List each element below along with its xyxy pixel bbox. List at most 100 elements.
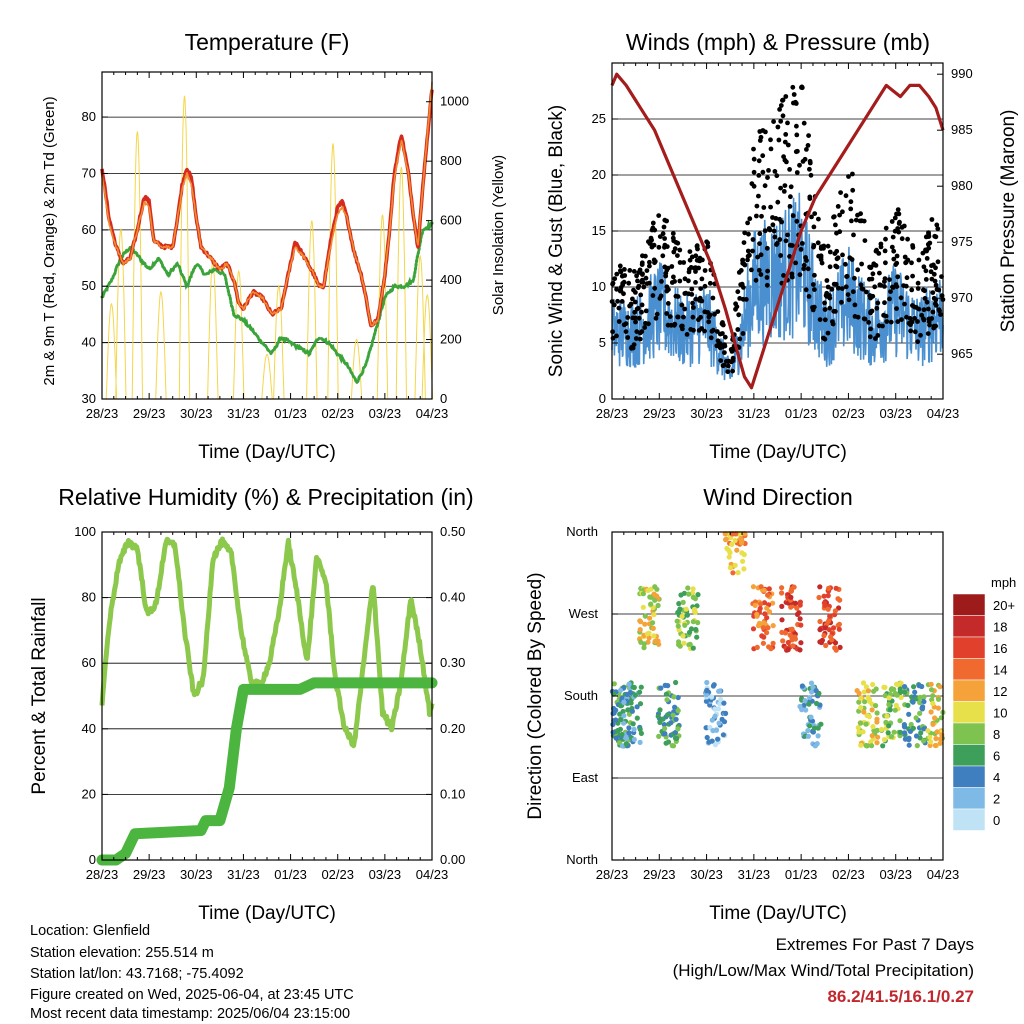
direction-point [889, 686, 895, 692]
humidity-x-axis-label: Time (Day/UTC) [198, 903, 336, 924]
solar-insolation-trace [414, 254, 426, 400]
direction-point [618, 717, 624, 723]
direction-point [886, 695, 892, 701]
gust-point [894, 260, 900, 266]
solar-insolation-trace [273, 284, 285, 400]
colorbar-label: 6 [993, 748, 1000, 763]
gust-point [638, 292, 644, 298]
x-tick-label: 31/23 [227, 406, 260, 421]
solar-insolation-trace [207, 260, 219, 400]
direction-point [766, 586, 772, 592]
gust-point [736, 312, 742, 318]
gust-point [927, 240, 933, 246]
gust-point [846, 297, 852, 303]
direction-point [826, 585, 832, 592]
precipitation-line [96, 677, 438, 866]
gust-point [848, 206, 854, 212]
direction-point [817, 627, 823, 633]
direction-point [652, 638, 658, 644]
direction-point [741, 552, 747, 558]
gust-point [684, 332, 690, 337]
direction-point [686, 591, 692, 597]
gust-point [644, 268, 650, 273]
gust-point [627, 268, 633, 273]
gust-point [730, 368, 735, 374]
direction-point [620, 708, 626, 715]
direction-point [779, 617, 785, 623]
direction-point [817, 639, 823, 645]
winds-panel-title: Winds (mph) & Pressure (mb) [626, 29, 930, 55]
gust-point [677, 278, 683, 284]
x-tick-label: 04/23 [416, 406, 449, 421]
colorbar-label: 16 [993, 641, 1007, 656]
gust-point [827, 264, 833, 270]
direction-point [662, 682, 668, 689]
direction-point [637, 627, 643, 633]
gust-point [630, 296, 635, 302]
gust-point [931, 271, 937, 277]
gust-point [766, 168, 771, 173]
y-tick-label: 0 [89, 852, 96, 867]
direction-point [934, 729, 940, 735]
gust-point [664, 311, 670, 316]
direction-point [626, 725, 632, 731]
y2-tick-label: 0.10 [440, 786, 465, 801]
gust-point [845, 292, 851, 297]
x-tick-label: 02/23 [321, 406, 354, 421]
direction-point [902, 730, 908, 736]
direction-point [761, 634, 767, 640]
gust-point [662, 217, 668, 223]
direction-point [760, 625, 766, 631]
gust-point [793, 149, 799, 155]
extremes-title: Extremes For Past 7 Days [775, 935, 974, 954]
gust-point [788, 194, 793, 200]
gust-point [760, 153, 766, 159]
gust-point [838, 190, 843, 196]
y-tick-label: 40 [82, 721, 96, 736]
gust-point [843, 284, 849, 290]
x-tick-label: 29/23 [643, 867, 676, 882]
gust-point [649, 237, 654, 243]
gust-point [687, 249, 693, 255]
direction-point [645, 587, 651, 594]
direction-point [621, 699, 627, 705]
gust-point [850, 171, 855, 177]
gust-point [628, 301, 634, 307]
direction-point [825, 618, 832, 624]
direction-point [836, 621, 843, 627]
direction-point [854, 688, 860, 694]
direction-point [933, 736, 939, 742]
direction-point [920, 738, 927, 744]
gust-point [616, 319, 622, 324]
direction-point [715, 736, 721, 742]
y-tick-label: 10 [592, 279, 606, 294]
gust-point [935, 259, 941, 265]
gust-point [890, 285, 896, 290]
winds-x-axis-label: Time (Day/UTC) [709, 442, 847, 463]
direction-point [709, 694, 715, 700]
direction-point [630, 684, 636, 690]
y2-tick-label: 600 [440, 213, 462, 228]
x-tick-label: 03/23 [369, 867, 402, 882]
x-tick-label: 01/23 [785, 867, 818, 882]
gust-point [907, 316, 913, 321]
direction-point [651, 633, 657, 639]
gust-point [931, 295, 937, 301]
gust-point [737, 336, 743, 342]
direction-point [675, 623, 681, 629]
direction-point [755, 623, 762, 629]
direction-point [642, 621, 648, 627]
direction-point [816, 594, 822, 601]
gust-point [833, 281, 839, 287]
gust-point [643, 275, 649, 281]
gust-point [915, 339, 921, 345]
data-layer [96, 72, 946, 866]
gust-point [754, 213, 759, 219]
gust-point [621, 291, 626, 297]
gust-point [870, 271, 876, 277]
direction-point [761, 587, 767, 593]
direction-tick-label: North [566, 524, 598, 539]
gust-point [647, 259, 652, 265]
direction-point [785, 639, 791, 646]
